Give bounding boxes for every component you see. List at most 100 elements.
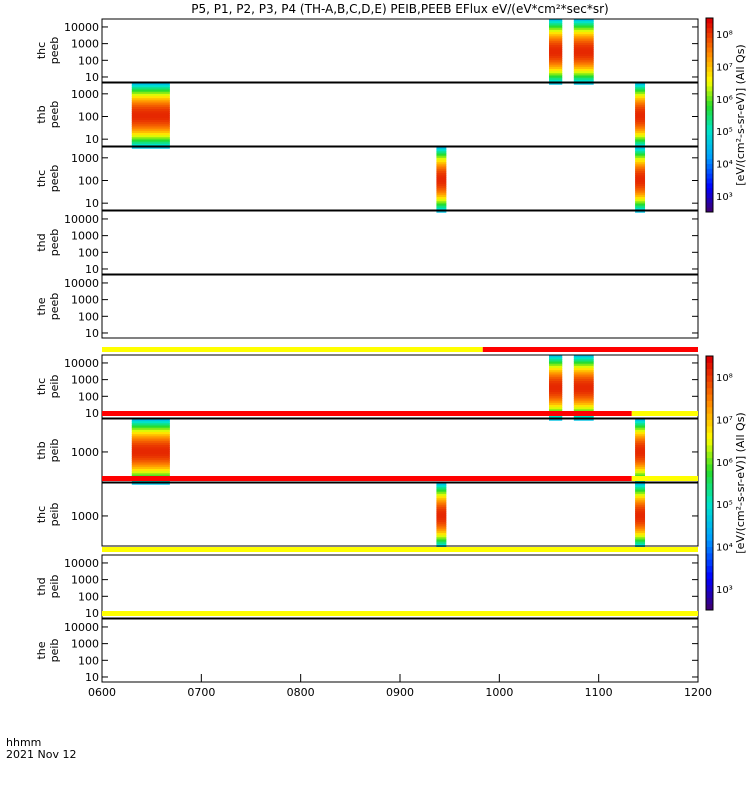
spectrogram-cell [436,526,447,530]
colorbar-cell [706,115,713,121]
spectrogram-cell [573,368,594,371]
x-tick-label: 0700 [187,686,215,699]
spectrogram-cell [635,143,646,147]
spectrogram-cell [573,389,594,393]
spectrogram-cell [549,398,563,402]
spectrogram-cell [635,535,646,538]
spectrogram-cell [635,458,646,461]
colorbar-cell [706,362,713,370]
spectrogram-cell [635,500,646,504]
spectrogram-cell [549,27,563,31]
spectrogram-cell [436,149,447,152]
spectrogram-cell [635,429,646,433]
panel-frame [101,418,699,483]
spectrogram-cell [635,102,646,106]
spectrogram-cell [573,34,594,37]
spectrogram-cell [635,186,646,189]
spectrogram-cell [436,506,447,510]
colorbar-cell [706,476,713,484]
chart-title: P5, P1, P2, P3, P4 (TH-A,B,C,D,E) PEIB,P… [191,2,608,16]
spectrogram-cell [635,130,646,134]
spectrogram-cell [635,524,646,527]
colorbar-cell [706,546,713,554]
colorbar-cell [706,527,713,535]
x-tick-label: 1200 [684,686,712,699]
y-tick-label: 10 [85,263,99,276]
colorbar-units: [eV/(cm²-s-sr-eV)] (All Qs) [734,44,747,185]
y-tick-label: 100 [78,246,99,259]
y-tick-label: 100 [78,174,99,187]
colorbar-cell [706,18,713,24]
spectrogram-cell [635,466,646,470]
spectrogram-cell [635,493,646,497]
colorbar-cell [706,406,713,414]
spectrogram-cell [635,164,646,168]
status-segment [102,476,632,481]
colorbar-cell [706,178,713,184]
spectrogram-cell [549,36,563,40]
spectrogram-cell [131,432,170,435]
spectrogram-cell [436,181,447,185]
spectrogram-cell [635,113,646,117]
spectrogram-cell [573,36,594,40]
colorbar-cell [706,470,713,478]
spectrogram-cell [131,128,170,132]
spectrogram-cell [131,141,170,145]
spectrogram-cell [573,25,594,29]
panel-thc-peeb: 10 100 1000 thc peeb [35,146,699,213]
spectrogram-cell [573,68,594,72]
spectrogram-cell [573,391,594,395]
spectrogram-cell [635,137,646,141]
spectrogram-cell [549,21,563,24]
colorbar-cell [706,451,713,459]
spectrogram-cell [635,427,646,431]
spectrogram-cell [131,473,170,477]
spectrogram-cell [573,361,594,365]
spectrogram-interval [131,83,170,149]
spectrogram-cell [436,177,447,181]
status-bar [102,347,698,352]
colorbar-cell [706,559,713,567]
x-tick-label: 0800 [287,686,315,699]
colorbar-cell [706,438,713,446]
x-tick-label: 0600 [88,686,116,699]
spectrogram-cell [131,458,170,461]
spectrogram-cell [635,511,646,514]
spectrogram-cell [131,130,170,134]
colorbar-cell [706,432,713,440]
x-axis-label-date: 2021 Nov 12 [6,748,76,761]
spectrogram-cell [635,506,646,510]
spectrogram-cell [635,106,646,110]
colorbar-cell [706,81,713,87]
spectrogram-cell [549,355,563,358]
spectrogram-cell [635,119,646,123]
spectrogram-cell [131,434,170,437]
colorbar-cell [706,457,713,465]
y-tick-label: 10 [85,407,99,420]
spectrogram-cell [573,381,594,384]
y-tick-label: 10 [85,327,99,340]
colorbar-cell [706,197,713,203]
spectrogram-cell [635,464,646,468]
spectrogram-cell [573,409,594,413]
spectrogram-cell [635,96,646,99]
spectrogram-cell [549,407,563,410]
y-tick-label: 1000 [71,88,99,101]
spectrogram-cell [436,192,447,196]
y-axis-product: peib [48,639,61,663]
spectrogram-cell [436,493,447,497]
spectrogram-cell [635,93,646,97]
spectrogram-cell [573,385,594,389]
spectrogram-cell [635,188,646,191]
spectrogram-cell [131,143,170,147]
y-tick-label: 100 [78,54,99,67]
spectrogram-cell [131,124,170,127]
status-segment [631,411,698,416]
spectrogram-cell [549,47,563,50]
spectrogram-cell [131,460,170,463]
y-tick-label: 10 [85,133,99,146]
spectrogram-cell [436,532,447,536]
spectrogram-cell [436,498,447,501]
colorbar-cell [706,202,713,208]
